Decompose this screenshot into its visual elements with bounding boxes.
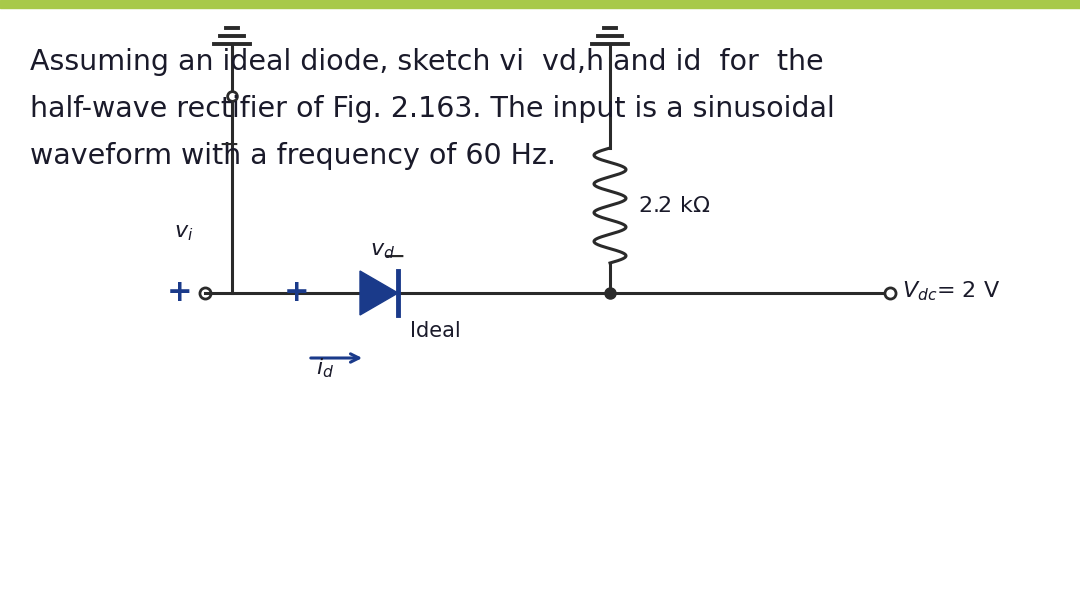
Polygon shape [360,271,399,315]
Text: Assuming an ideal diode, sketch vi  vd,h and id  for  the: Assuming an ideal diode, sketch vi vd,h … [30,48,824,76]
Text: +: + [284,278,310,307]
Text: 2.2 k$\Omega$: 2.2 k$\Omega$ [638,196,711,216]
Text: Ideal: Ideal [410,321,461,341]
Bar [0,0,1080,8]
Text: waveform with a frequency of 60 Hz.: waveform with a frequency of 60 Hz. [30,142,556,170]
Text: −: − [218,133,239,157]
Text: $v_i$: $v_i$ [174,223,193,243]
Text: half-wave rectifier of Fig. 2.163. The input is a sinusoidal: half-wave rectifier of Fig. 2.163. The i… [30,95,835,123]
Text: −: − [383,243,407,271]
Text: +: + [167,278,193,307]
Text: $v_d$: $v_d$ [370,241,395,261]
Text: $V_{dc}$= 2 V: $V_{dc}$= 2 V [902,279,1000,303]
Text: $i_d$: $i_d$ [316,356,334,380]
